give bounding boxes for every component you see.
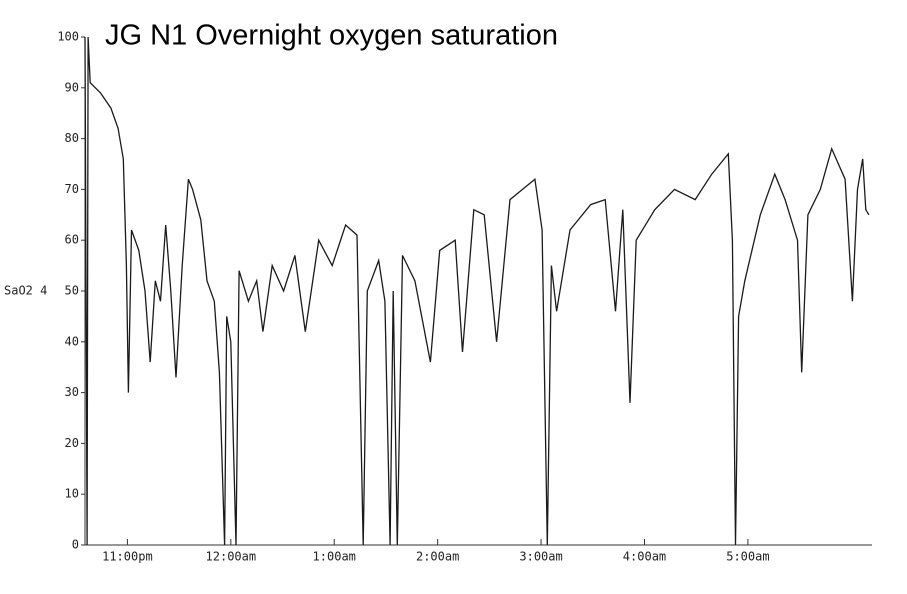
y-tick-label: 100	[57, 30, 79, 44]
y-tick-label: 50	[65, 284, 79, 298]
x-tick-label: 5:00am	[726, 550, 769, 564]
x-tick-label: 11:00pm	[102, 550, 153, 564]
x-tick-label: 2:00am	[416, 550, 459, 564]
y-tick-label: 10	[65, 487, 79, 501]
x-tick-label: 1:00am	[313, 550, 356, 564]
data-line	[84, 36, 870, 546]
y-tick-label: 70	[65, 182, 79, 196]
x-tick-label: 4:00am	[623, 550, 666, 564]
y-tick-label: 20	[65, 436, 79, 450]
y-tick-label: 30	[65, 385, 79, 399]
y-axis-label: SaO2 4	[4, 284, 47, 298]
x-tick-label: 12:00am	[206, 550, 257, 564]
chart-title: JG N1 Overnight oxygen saturation	[105, 20, 558, 52]
y-tick-label: 60	[65, 233, 79, 247]
y-tick-label: 80	[65, 131, 79, 145]
y-tick-label: 0	[72, 538, 79, 552]
x-tick-label: 3:00am	[519, 550, 562, 564]
y-tick-label: 90	[65, 80, 79, 94]
y-tick-label: 40	[65, 334, 79, 348]
